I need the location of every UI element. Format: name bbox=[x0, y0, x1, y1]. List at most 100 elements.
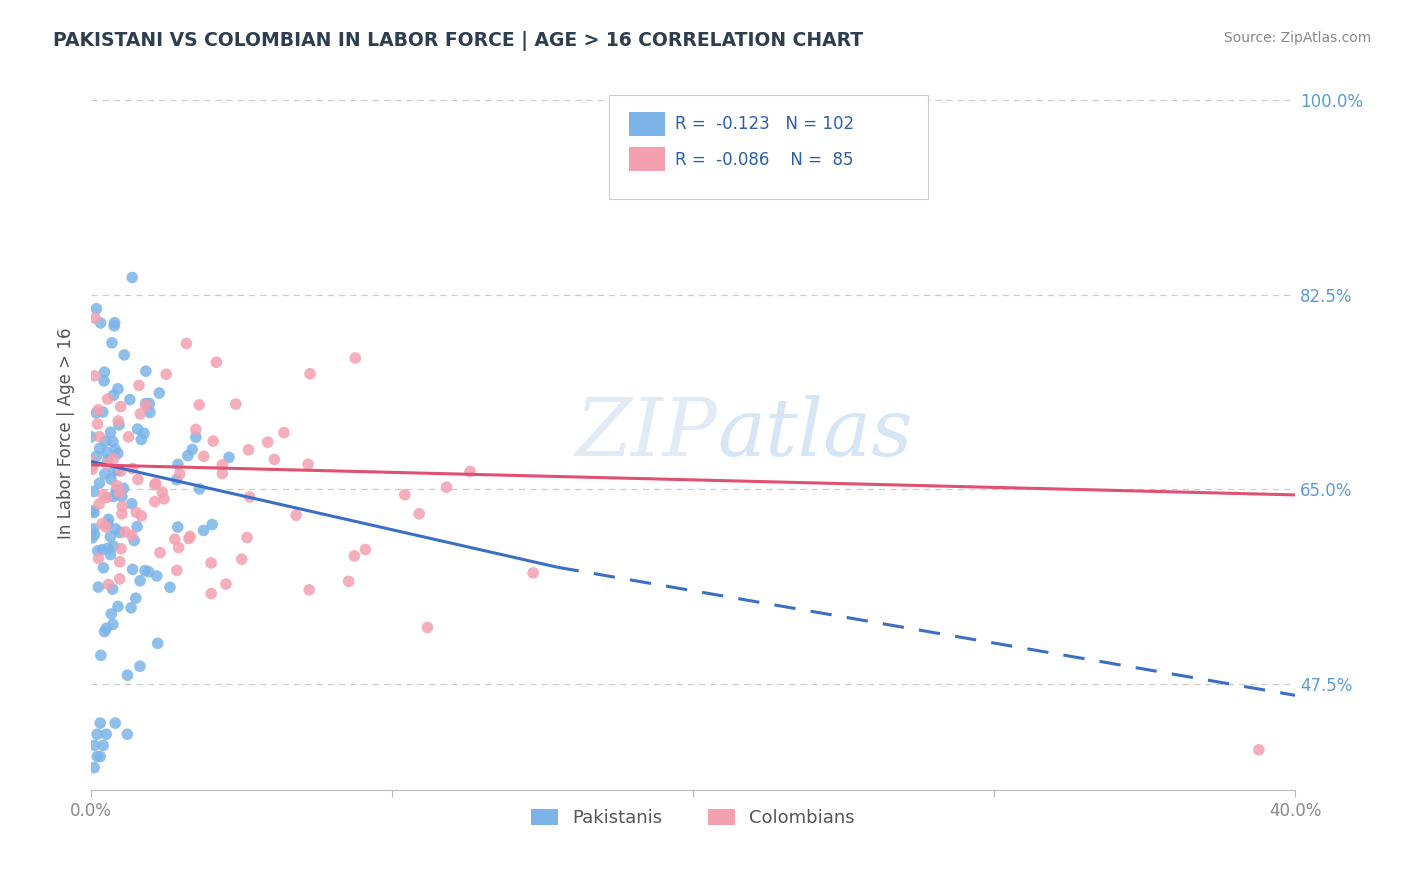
Point bbox=[1247, 743, 1270, 757]
Point bbox=[86, 749, 108, 764]
Point bbox=[105, 478, 128, 492]
Point bbox=[84, 406, 107, 420]
Point bbox=[110, 541, 132, 556]
Point bbox=[394, 488, 416, 502]
Point bbox=[107, 414, 129, 428]
Point bbox=[153, 491, 176, 506]
Point bbox=[193, 450, 215, 464]
Point bbox=[83, 368, 105, 383]
Point bbox=[86, 417, 108, 431]
Point bbox=[150, 485, 173, 500]
Point bbox=[215, 577, 238, 591]
Point bbox=[121, 497, 143, 511]
Point bbox=[110, 464, 132, 478]
Point bbox=[104, 522, 127, 536]
Point bbox=[91, 739, 114, 753]
Point bbox=[143, 494, 166, 508]
Point bbox=[101, 582, 124, 596]
Point bbox=[96, 445, 118, 459]
Point bbox=[112, 482, 135, 496]
Point bbox=[91, 405, 114, 419]
Point bbox=[90, 316, 112, 330]
FancyBboxPatch shape bbox=[630, 112, 665, 136]
Point bbox=[86, 727, 108, 741]
Point bbox=[93, 624, 115, 639]
Point bbox=[188, 398, 211, 412]
Point bbox=[107, 463, 129, 477]
Point bbox=[138, 565, 160, 579]
Text: R =  -0.086    N =  85: R = -0.086 N = 85 bbox=[675, 151, 853, 169]
Point bbox=[125, 519, 148, 533]
Point bbox=[117, 430, 139, 444]
Point bbox=[104, 716, 127, 731]
Point bbox=[117, 668, 139, 682]
Point bbox=[80, 458, 103, 473]
Point bbox=[522, 566, 544, 580]
Point bbox=[121, 270, 143, 285]
Point bbox=[97, 453, 120, 467]
Point bbox=[201, 517, 224, 532]
Point bbox=[101, 335, 124, 350]
Point bbox=[83, 522, 105, 536]
Point bbox=[89, 442, 111, 456]
Point bbox=[129, 407, 152, 421]
Point bbox=[149, 546, 172, 560]
Y-axis label: In Labor Force | Age > 16: In Labor Force | Age > 16 bbox=[58, 328, 75, 540]
Point bbox=[89, 430, 111, 444]
Point bbox=[184, 422, 207, 436]
Point bbox=[354, 542, 377, 557]
Point bbox=[125, 505, 148, 519]
Point bbox=[169, 467, 191, 481]
Point bbox=[100, 548, 122, 562]
Point bbox=[127, 422, 149, 436]
Point bbox=[145, 476, 167, 491]
Point bbox=[105, 486, 128, 500]
Point bbox=[121, 528, 143, 542]
Point bbox=[107, 599, 129, 614]
FancyBboxPatch shape bbox=[609, 95, 928, 199]
Point bbox=[184, 430, 207, 444]
Point bbox=[93, 561, 115, 575]
Point bbox=[103, 490, 125, 504]
Point bbox=[100, 607, 122, 621]
Point bbox=[97, 577, 120, 591]
Point bbox=[83, 739, 105, 753]
Point bbox=[94, 520, 117, 534]
Point bbox=[236, 531, 259, 545]
Point bbox=[82, 504, 104, 518]
Point bbox=[146, 636, 169, 650]
Point bbox=[118, 392, 141, 407]
Point bbox=[105, 483, 128, 497]
Text: R =  -0.123   N = 102: R = -0.123 N = 102 bbox=[675, 115, 855, 134]
Point bbox=[112, 348, 135, 362]
Point bbox=[177, 532, 200, 546]
Point bbox=[122, 533, 145, 548]
Text: ZIP: ZIP bbox=[575, 395, 717, 473]
Point bbox=[166, 520, 188, 534]
Point bbox=[337, 574, 360, 589]
Point bbox=[202, 434, 225, 448]
Point bbox=[416, 620, 439, 634]
Point bbox=[103, 388, 125, 402]
Point bbox=[90, 648, 112, 663]
Point bbox=[225, 397, 247, 411]
Point bbox=[96, 727, 118, 741]
Point bbox=[167, 541, 190, 555]
Point bbox=[231, 552, 253, 566]
Point bbox=[408, 507, 430, 521]
Point bbox=[110, 400, 132, 414]
Point bbox=[166, 473, 188, 487]
Point bbox=[111, 490, 134, 504]
Point bbox=[436, 480, 458, 494]
Point bbox=[101, 617, 124, 632]
Point bbox=[181, 442, 204, 457]
Point bbox=[104, 316, 127, 330]
Point bbox=[104, 442, 127, 457]
Point bbox=[129, 659, 152, 673]
Point bbox=[135, 364, 157, 378]
Point bbox=[91, 516, 114, 531]
Point bbox=[100, 530, 122, 544]
Point bbox=[97, 512, 120, 526]
Point bbox=[120, 600, 142, 615]
Point bbox=[93, 365, 115, 379]
